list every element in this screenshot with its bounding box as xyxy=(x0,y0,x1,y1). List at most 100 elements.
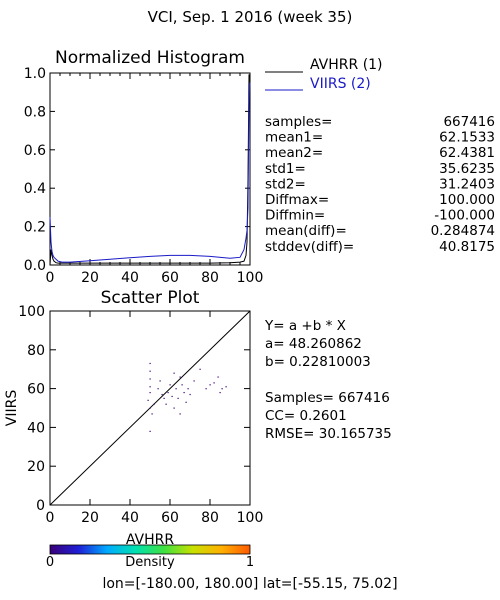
stat-value: 667416 xyxy=(443,114,495,130)
scatter-x-tick-label: 60 xyxy=(161,510,179,526)
histogram-x-tick-label: 80 xyxy=(201,270,219,286)
scatter-panel: Scatter Plot 0 20 40 60 80 100 0 20 40 60 80 100 A… xyxy=(4,288,263,548)
scatter-point xyxy=(199,368,201,370)
density-colorbar: 0 Density 1 xyxy=(46,544,254,570)
regression-b: b= 0.22810003 xyxy=(265,354,371,370)
scatter-x-axis-label: AVHRR xyxy=(126,532,175,548)
scatter-point xyxy=(213,382,215,384)
colorbar-min-label: 0 xyxy=(46,555,54,570)
scatter-y-tick-label: 0 xyxy=(36,498,45,514)
scatter-point xyxy=(171,395,173,398)
stat-value: 31.2403 xyxy=(439,176,495,192)
scatter-point xyxy=(149,391,151,394)
histogram-statistics: samples= 667416 mean1= 62.1533 mean2= 62.4381… xyxy=(265,114,495,255)
scatter-point xyxy=(187,388,189,390)
stat-value: 40.8175 xyxy=(439,239,495,255)
histogram-y-tick-label: 0.0 xyxy=(24,258,46,274)
footer-lon-label: lon= xyxy=(102,576,135,592)
stat-label: std2= xyxy=(265,176,306,192)
scatter-point xyxy=(173,407,175,409)
histogram-y-tick-label: 0.8 xyxy=(24,104,46,120)
scatter-y-tick-label: 40 xyxy=(27,420,45,436)
scatter-point xyxy=(225,386,227,388)
scatter-point xyxy=(179,413,181,415)
scatter-y-tick-label: 20 xyxy=(27,459,45,475)
stat-label: Diffmin= xyxy=(265,208,325,224)
scatter-x-tick-label: 100 xyxy=(237,510,264,526)
footer-lon-range: [-180.00, 180.00] xyxy=(136,576,259,592)
scatter-point xyxy=(165,403,167,405)
scatter-x-tick-label: 0 xyxy=(46,510,55,526)
scatter-point xyxy=(179,376,181,378)
scatter-point xyxy=(193,380,195,382)
histogram-plot-frame xyxy=(49,72,251,266)
stat-value: 35.6235 xyxy=(439,161,495,177)
scatter-y-tick-label: 80 xyxy=(27,343,45,359)
histogram-line-viirs xyxy=(49,82,251,263)
regression-a: a= 48.260862 xyxy=(265,336,362,352)
scatter-point xyxy=(163,397,165,399)
stat-label: stddev(diff)= xyxy=(265,239,354,255)
stat-label: std1= xyxy=(265,161,306,177)
footer-lat-label: lat= xyxy=(263,576,293,592)
scatter-point xyxy=(177,397,179,399)
regression-equation: Y= a +b * X xyxy=(264,318,346,334)
histogram-legend: AVHRR (1) VIIRS (2) xyxy=(265,57,383,92)
scatter-point xyxy=(205,388,207,390)
histogram-y-tick-label: 0.2 xyxy=(24,220,46,236)
histogram-x-tick-label: 0 xyxy=(46,270,55,286)
stat-value: 62.1533 xyxy=(439,130,495,146)
stat-value: -100.000 xyxy=(434,208,495,224)
scatter-point xyxy=(185,401,187,403)
footer-geographic-range: lon=[-180.00, 180.00] lat=[-55.15, 75.02… xyxy=(102,576,397,592)
stat-label: mean1= xyxy=(265,130,323,146)
scatter-x-tick-label: 20 xyxy=(81,510,99,526)
scatter-title: Scatter Plot xyxy=(101,288,200,308)
histogram-y-tick-label: 0.4 xyxy=(24,181,46,197)
stat-label: samples= xyxy=(265,114,332,130)
scatter-point xyxy=(173,372,175,374)
stat-label: mean(diff)= xyxy=(265,223,347,239)
histogram-line-avhrr xyxy=(49,74,250,266)
scatter-plot-frame xyxy=(49,310,251,506)
scatter-y-tick-label: 60 xyxy=(27,382,45,398)
scatter-point xyxy=(157,388,159,390)
scatter-samples: Samples= 667416 xyxy=(265,390,390,406)
histogram-y-tick-label: 0.6 xyxy=(24,143,46,159)
scatter-point xyxy=(221,388,223,390)
scatter-point xyxy=(183,391,185,394)
histogram-series xyxy=(49,74,251,266)
colorbar-title: Density xyxy=(125,555,175,570)
scatter-x-ticks: 0 20 40 60 80 100 xyxy=(46,311,264,526)
legend-label-avhrr: AVHRR (1) xyxy=(310,57,383,73)
scatter-x-tick-label: 80 xyxy=(201,510,219,526)
colorbar-max-label: 1 xyxy=(246,555,254,570)
scatter-point xyxy=(161,393,163,396)
scatter-y-tick-label: 100 xyxy=(18,304,45,320)
figure-title: VCI, Sep. 1 2016 (week 35) xyxy=(148,8,353,26)
scatter-point xyxy=(149,430,151,432)
histogram-panel: Normalized Histogram 0.00.20.40.60.81.0 … xyxy=(24,48,264,286)
stat-value: 0.284874 xyxy=(431,223,495,239)
scatter-point xyxy=(217,376,219,378)
histogram-x-tick-label: 40 xyxy=(121,270,139,286)
scatter-point xyxy=(153,403,155,405)
scatter-point xyxy=(167,391,169,394)
scatter-y-axis-label: VIIRS xyxy=(4,390,20,427)
scatter-x-tick-label: 40 xyxy=(121,510,139,526)
scatter-rmse: RMSE= 30.165735 xyxy=(265,426,392,442)
scatter-point xyxy=(151,413,153,415)
scatter-y-ticks: 0 20 40 60 80 100 xyxy=(18,304,250,514)
histogram-y-ticks: 0.0 0.2 0.4 0.6 0.8 1.0 xyxy=(24,66,250,274)
scatter-point xyxy=(149,370,151,372)
histogram-x-tick-label: 100 xyxy=(237,270,264,286)
stat-label: mean2= xyxy=(265,145,323,161)
scatter-point xyxy=(219,391,221,394)
footer-lat-range: [-55.15, 75.02] xyxy=(293,576,398,592)
scatter-point xyxy=(175,388,177,390)
scatter-point xyxy=(149,386,151,388)
scatter-cc: CC= 0.2601 xyxy=(265,408,347,424)
scatter-point xyxy=(147,399,149,401)
scatter-point xyxy=(169,384,171,386)
